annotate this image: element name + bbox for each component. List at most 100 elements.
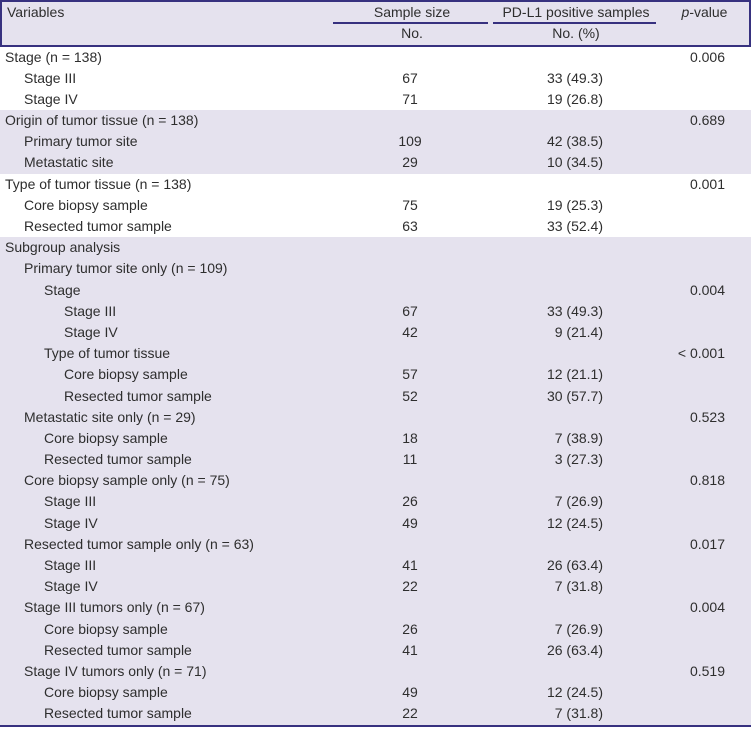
cell-sample-size bbox=[330, 47, 490, 68]
table-row: Stage (n = 138) 0.006 bbox=[0, 46, 751, 68]
cell-pdl1-positive: 33 (49.3) bbox=[546, 302, 603, 319]
cell-pdl1-positive: 12 (21.1) bbox=[546, 366, 603, 383]
table-bottom-rule bbox=[0, 724, 751, 727]
cell-p-value bbox=[658, 491, 747, 512]
col-subheader-spacer bbox=[660, 23, 749, 44]
cell-variable: Core biopsy sample bbox=[44, 429, 168, 446]
table-row: Stage IV 42 9 (21.4) bbox=[0, 321, 751, 344]
cell-p-value bbox=[658, 322, 747, 343]
cell-pdl1-positive: 7 (38.9) bbox=[554, 429, 603, 446]
cell-p-value bbox=[658, 152, 747, 173]
table-row: Primary tumor site only (n = 109) bbox=[0, 258, 751, 280]
cell-sample-size: 29 bbox=[402, 154, 418, 171]
cell-variable: Origin of tumor tissue (n = 138) bbox=[5, 112, 199, 129]
cell-pdl1-positive: 7 (26.9) bbox=[554, 620, 603, 637]
cell-p-value bbox=[658, 449, 747, 470]
cell-p-value bbox=[658, 131, 747, 152]
cell-variable: Resected tumor sample bbox=[64, 387, 212, 404]
cell-p-value: 0.523 bbox=[689, 408, 725, 425]
cell-variable: Core biopsy sample bbox=[64, 366, 188, 383]
cell-sample-size bbox=[330, 110, 490, 131]
cell-pdl1-positive: 26 (63.4) bbox=[546, 557, 603, 573]
table-row: Stage III 41 26 (63.4) bbox=[0, 555, 751, 577]
cell-pdl1-positive bbox=[490, 407, 658, 428]
cell-sample-size: 26 bbox=[402, 620, 418, 637]
table-row: Metastatic site 29 10 (34.5) bbox=[0, 152, 751, 174]
cell-pdl1-positive bbox=[490, 343, 658, 364]
cell-sample-size bbox=[330, 343, 490, 364]
table-row: Resected tumor sample only (n = 63) 0.01… bbox=[0, 533, 751, 555]
table-header: Variables Sample size PD-L1 positive sam… bbox=[0, 0, 751, 47]
col-subheader-no-pct: No. (%) bbox=[552, 25, 600, 41]
cell-p-value bbox=[658, 640, 747, 661]
cell-sample-size: 41 bbox=[402, 641, 418, 658]
cell-variable: Resected tumor sample bbox=[44, 705, 192, 722]
table-row: Metastatic site only (n = 29) 0.523 bbox=[0, 406, 751, 428]
cell-variable: Stage IV tumors only (n = 71) bbox=[24, 662, 207, 679]
col-header-pdl1-positive-samples: PD-L1 positive samples bbox=[492, 2, 660, 24]
cell-variable: Stage III tumors only (n = 67) bbox=[24, 599, 205, 616]
cell-variable: Stage III bbox=[24, 69, 77, 86]
col-subheader-no: No. bbox=[401, 25, 423, 41]
table-row: Core biopsy sample 57 12 (21.1) bbox=[0, 364, 751, 386]
cell-variable: Metastatic site only (n = 29) bbox=[24, 408, 196, 425]
table-row: Core biopsy sample 18 7 (38.9) bbox=[0, 427, 751, 450]
cell-variable: Stage IV bbox=[44, 514, 98, 531]
cell-pdl1-positive: 10 (34.5) bbox=[546, 154, 603, 171]
cell-pdl1-positive bbox=[490, 174, 658, 195]
cell-pdl1-positive: 19 (26.8) bbox=[546, 90, 603, 107]
table-row: Origin of tumor tissue (n = 138) 0.689 bbox=[0, 110, 751, 132]
cell-p-value: 0.004 bbox=[689, 599, 725, 616]
cell-variable: Resected tumor sample bbox=[24, 218, 172, 234]
cell-sample-size bbox=[330, 407, 490, 428]
cell-pdl1-positive: 7 (31.8) bbox=[554, 705, 603, 722]
cell-pdl1-positive bbox=[490, 534, 658, 555]
table-row: Stage III 26 7 (26.9) bbox=[0, 491, 751, 513]
table-row: Stage IV 22 7 (31.8) bbox=[0, 576, 751, 598]
cell-sample-size: 52 bbox=[402, 387, 418, 404]
p-value-suffix: -value bbox=[689, 4, 728, 20]
cell-p-value bbox=[658, 555, 747, 576]
cell-variable: Core biopsy sample bbox=[24, 196, 148, 213]
cell-variable: Stage (n = 138) bbox=[5, 48, 102, 65]
table-row: Stage III 67 33 (49.3) bbox=[0, 300, 751, 322]
table-row: Type of tumor tissue < 0.001 bbox=[0, 343, 751, 365]
cell-pdl1-positive: 7 (31.8) bbox=[554, 578, 603, 595]
cell-variable: Stage IV bbox=[64, 323, 118, 340]
table-row: Stage 0.004 bbox=[0, 279, 751, 301]
table-row: Stage IV tumors only (n = 71) 0.519 bbox=[0, 660, 751, 683]
cell-sample-size bbox=[330, 597, 490, 618]
cell-p-value bbox=[658, 216, 747, 237]
table-row: Resected tumor sample 52 30 (57.7) bbox=[0, 385, 751, 407]
cell-variable: Stage III bbox=[64, 302, 117, 319]
cell-p-value bbox=[658, 89, 747, 110]
cell-p-value: 0.818 bbox=[689, 472, 725, 489]
cell-sample-size: 67 bbox=[402, 302, 418, 319]
cell-p-value bbox=[658, 195, 747, 216]
cell-sample-size: 41 bbox=[402, 557, 418, 573]
cell-pdl1-positive: 33 (52.4) bbox=[546, 218, 603, 234]
table-header-row-sub: No. No. (%) bbox=[2, 23, 749, 44]
cell-sample-size bbox=[330, 237, 490, 258]
cell-p-value: 0.689 bbox=[689, 112, 725, 129]
cell-variable: Subgroup analysis bbox=[5, 239, 121, 256]
cell-p-value bbox=[658, 576, 747, 597]
cell-p-value: 0.006 bbox=[689, 48, 725, 65]
cell-pdl1-positive: 42 (38.5) bbox=[546, 133, 603, 150]
cell-variable: Primary tumor site bbox=[24, 133, 138, 150]
cell-p-value bbox=[658, 258, 747, 279]
cell-pdl1-positive: 19 (25.3) bbox=[546, 196, 603, 213]
cell-pdl1-positive bbox=[490, 661, 658, 682]
cell-sample-size: 22 bbox=[402, 578, 418, 595]
cell-sample-size bbox=[330, 470, 490, 491]
cell-variable: Primary tumor site only (n = 109) bbox=[24, 260, 228, 277]
cell-variable: Resected tumor sample bbox=[44, 641, 192, 658]
cell-p-value bbox=[658, 703, 747, 724]
table-row: Core biopsy sample 49 12 (24.5) bbox=[0, 682, 751, 704]
cell-pdl1-positive: 26 (63.4) bbox=[546, 641, 603, 658]
cell-variable: Type of tumor tissue (n = 138) bbox=[5, 175, 192, 192]
cell-variable: Core biopsy sample bbox=[44, 620, 168, 637]
cell-sample-size: 49 bbox=[402, 514, 418, 531]
table-row: Core biopsy sample 75 19 (25.3) bbox=[0, 194, 751, 216]
